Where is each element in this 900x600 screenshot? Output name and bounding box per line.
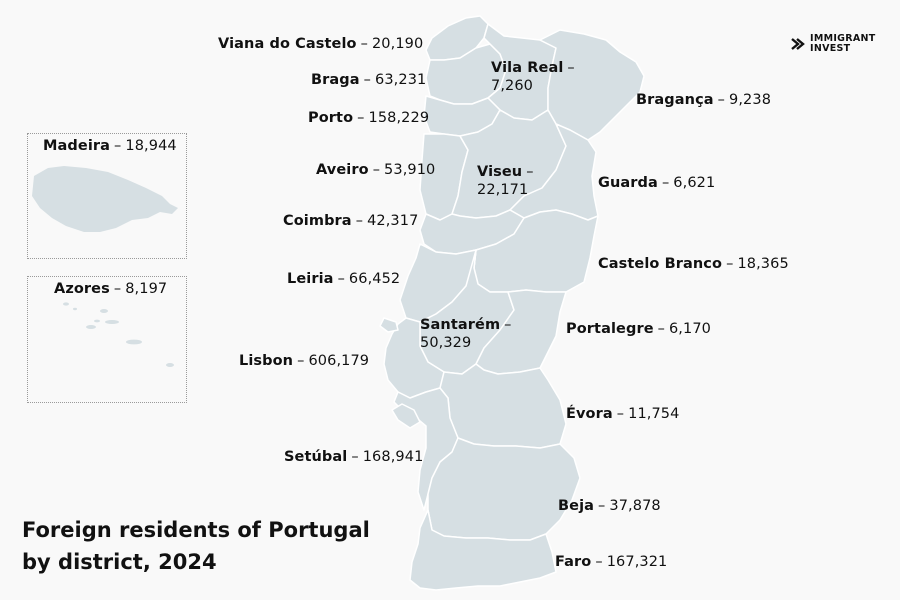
label-beja: Beja –37,878 xyxy=(558,498,661,514)
label-castelo-branco: Castelo Branco –18,365 xyxy=(598,256,789,272)
azores-islet-5 xyxy=(86,325,96,329)
madeira-island-shape xyxy=(32,166,178,232)
title-line-2: by district, 2024 xyxy=(22,550,217,574)
label-setubal: Setúbal –168,941 xyxy=(284,449,424,465)
district-viana-do-castelo xyxy=(425,15,489,61)
map-title: Foreign residents of Portugal by distric… xyxy=(22,514,370,578)
label-leiria: Leiria –66,452 xyxy=(287,271,401,287)
inset-label-azores: Azores –8,197 xyxy=(54,281,168,297)
azores-inset xyxy=(27,276,187,403)
district-evora xyxy=(439,363,567,449)
azores-islet-1 xyxy=(63,302,69,306)
azores-islet-7 xyxy=(126,339,142,345)
label-portalegre: Portalegre –6,170 xyxy=(566,321,711,337)
azores-islet-3 xyxy=(100,309,108,313)
title-line-1: Foreign residents of Portugal xyxy=(22,518,370,542)
logo-line-1: IMMIGRANT xyxy=(810,33,876,44)
district-beja xyxy=(427,437,581,541)
azores-islet-6 xyxy=(94,319,100,323)
label-viana-do-castelo: Viana do Castelo –20,190 xyxy=(218,36,424,52)
inset-label-madeira: Madeira –18,944 xyxy=(43,138,177,154)
tagus-estuary-land xyxy=(391,403,421,429)
azores-islet-2 xyxy=(73,307,77,311)
label-braga: Braga –63,231 xyxy=(311,72,427,88)
peniche-cape xyxy=(379,317,399,333)
label-vila-real: Vila Real –7,260 xyxy=(491,60,575,94)
label-braganca: Bragança –9,238 xyxy=(636,92,772,108)
logo-text: IMMIGRANT INVEST xyxy=(810,34,876,54)
label-aveiro: Aveiro –53,910 xyxy=(316,162,436,178)
label-faro: Faro –167,321 xyxy=(555,554,668,570)
azores-islet-8 xyxy=(166,363,174,367)
label-santarem: Santarém –50,329 xyxy=(420,317,512,351)
madeira-inset xyxy=(27,133,187,259)
label-lisbon: Lisbon –606,179 xyxy=(239,353,370,369)
immigrant-invest-logo: IMMIGRANT INVEST xyxy=(790,34,876,54)
double-chevron-logo-icon xyxy=(791,38,805,50)
label-porto: Porto –158,229 xyxy=(308,110,430,126)
district-faro xyxy=(409,509,557,591)
label-guarda: Guarda –6,621 xyxy=(598,175,716,191)
label-evora: Évora –11,754 xyxy=(566,406,680,422)
district-braganca xyxy=(539,29,645,141)
logo-line-2: INVEST xyxy=(810,43,851,54)
label-viseu: Viseu –22,171 xyxy=(477,164,534,198)
label-coimbra: Coimbra –42,317 xyxy=(283,213,419,229)
azores-islet-4 xyxy=(105,320,119,324)
